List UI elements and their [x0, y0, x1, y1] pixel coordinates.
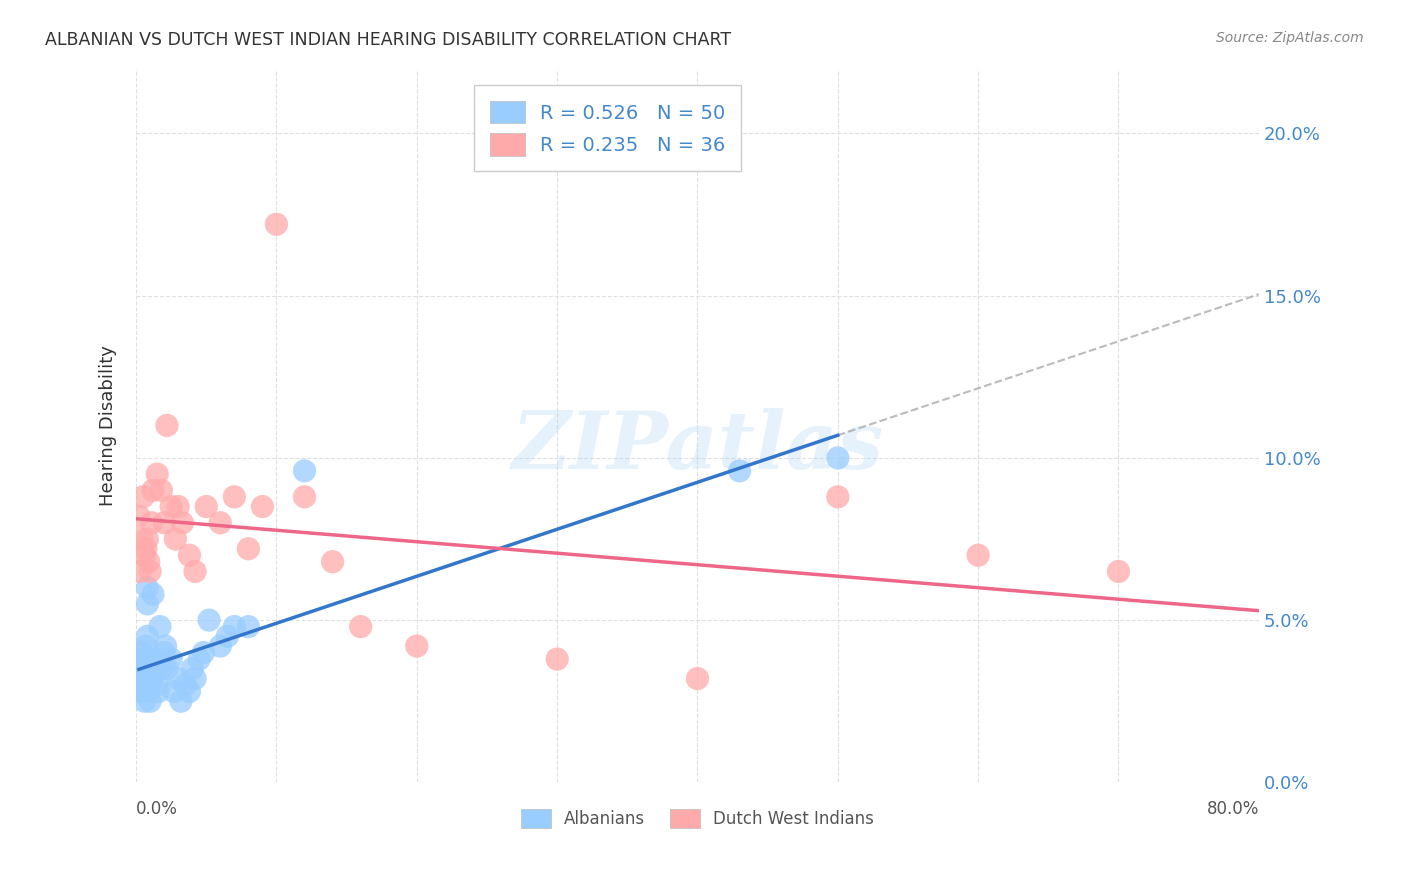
Point [184, 672, 207, 686]
Point [209, 639, 232, 653]
Point [179, 548, 201, 562]
Point [136, 532, 159, 546]
Point [129, 684, 152, 698]
Point [135, 662, 157, 676]
Point [1108, 565, 1130, 579]
Point [139, 672, 162, 686]
Point [224, 490, 246, 504]
Point [160, 500, 183, 514]
Point [129, 565, 152, 579]
Point [266, 217, 288, 231]
Point [141, 516, 163, 530]
Point [134, 694, 156, 708]
Point [150, 483, 173, 498]
Point [238, 541, 260, 556]
Point [136, 597, 159, 611]
Point [139, 565, 162, 579]
Point [145, 652, 167, 666]
Point [174, 678, 197, 692]
Point [198, 613, 221, 627]
Point [135, 639, 157, 653]
Point [193, 646, 215, 660]
Point [156, 418, 179, 433]
Point [217, 629, 239, 643]
Point [827, 490, 849, 504]
Point [134, 684, 156, 698]
Point [294, 490, 316, 504]
Point [135, 541, 157, 556]
Point [132, 652, 155, 666]
Point [149, 619, 172, 633]
Text: 80.0%: 80.0% [1206, 800, 1258, 818]
Text: ALBANIAN VS DUTCH WEST INDIAN HEARING DISABILITY CORRELATION CHART: ALBANIAN VS DUTCH WEST INDIAN HEARING DI… [45, 31, 731, 49]
Point [134, 548, 156, 562]
Point [686, 672, 709, 686]
Point [405, 639, 427, 653]
Point [209, 516, 232, 530]
Point [141, 672, 163, 686]
Point [143, 662, 166, 676]
Point [136, 581, 159, 595]
Point [142, 587, 165, 601]
Point [138, 555, 160, 569]
Point [128, 662, 150, 676]
Point [129, 672, 152, 686]
Point [294, 464, 316, 478]
Point [141, 652, 163, 666]
Point [155, 639, 177, 653]
Point [170, 694, 193, 708]
Point [252, 500, 274, 514]
Point [188, 652, 211, 666]
Point [138, 678, 160, 692]
Point [224, 619, 246, 633]
Point [134, 668, 156, 682]
Point [827, 450, 849, 465]
Point [146, 678, 169, 692]
Point [135, 652, 157, 666]
Point [139, 694, 162, 708]
Point [150, 662, 173, 676]
Point [131, 532, 153, 546]
Legend: Albanians, Dutch West Indians: Albanians, Dutch West Indians [515, 802, 882, 835]
Point [967, 548, 990, 562]
Point [728, 464, 751, 478]
Point [153, 646, 176, 660]
Point [172, 516, 194, 530]
Point [322, 555, 344, 569]
Text: Source: ZipAtlas.com: Source: ZipAtlas.com [1216, 31, 1364, 45]
Point [131, 658, 153, 673]
Point [148, 684, 170, 698]
Point [350, 619, 373, 633]
Point [238, 619, 260, 633]
Text: 0.0%: 0.0% [136, 800, 179, 818]
Point [156, 662, 179, 676]
Y-axis label: Hearing Disability: Hearing Disability [100, 345, 117, 506]
Point [132, 678, 155, 692]
Point [160, 652, 183, 666]
Point [179, 684, 201, 698]
Point [142, 483, 165, 498]
Point [132, 490, 155, 504]
Point [146, 467, 169, 482]
Point [167, 672, 190, 686]
Point [195, 500, 218, 514]
Point [128, 509, 150, 524]
Point [184, 565, 207, 579]
Point [153, 516, 176, 530]
Point [131, 646, 153, 660]
Text: ZIPatlas: ZIPatlas [512, 409, 883, 485]
Point [167, 500, 190, 514]
Point [163, 684, 186, 698]
Point [165, 532, 187, 546]
Point [138, 684, 160, 698]
Point [546, 652, 568, 666]
Point [136, 629, 159, 643]
Point [181, 662, 204, 676]
